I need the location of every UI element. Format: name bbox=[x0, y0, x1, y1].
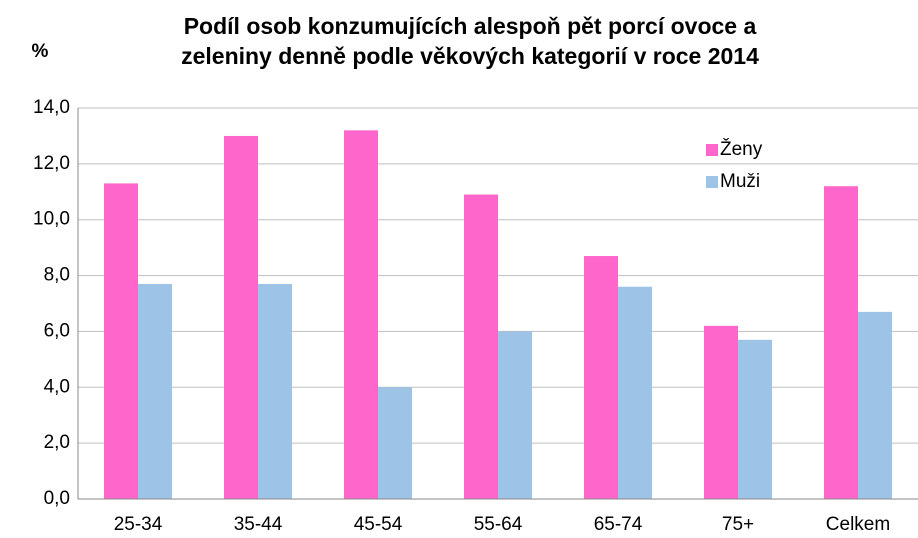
y-tick-label: 0,0 bbox=[44, 488, 70, 509]
x-tick-label: Celkem bbox=[826, 514, 890, 535]
legend-swatch bbox=[706, 176, 718, 188]
bar bbox=[704, 325, 738, 499]
y-tick-label: 4,0 bbox=[44, 376, 70, 397]
bar bbox=[584, 256, 618, 499]
y-tick-label: 6,0 bbox=[44, 320, 70, 341]
bar bbox=[738, 339, 772, 499]
x-tick-label: 65-74 bbox=[594, 514, 643, 535]
y-axis-label: % bbox=[32, 41, 49, 62]
bar bbox=[104, 183, 138, 499]
bar bbox=[858, 311, 892, 499]
y-tick-label: 12,0 bbox=[33, 153, 70, 174]
x-tick-label: 25-34 bbox=[114, 514, 163, 535]
x-tick-label: 55-64 bbox=[474, 514, 523, 535]
y-tick-label: 10,0 bbox=[33, 209, 70, 230]
bar bbox=[344, 130, 378, 500]
x-tick-label: 45-54 bbox=[354, 514, 403, 535]
legend-label: Muži bbox=[720, 171, 760, 192]
legend-label: Ženy bbox=[720, 138, 763, 160]
y-tick-label: 8,0 bbox=[44, 265, 70, 286]
bar bbox=[498, 331, 532, 499]
x-tick-label: 75+ bbox=[722, 514, 754, 535]
bar bbox=[464, 194, 498, 500]
legend-swatch bbox=[706, 144, 718, 156]
chart-title: Podíl osob konzumujících alespoň pět por… bbox=[181, 13, 759, 69]
x-tick-label: 35-44 bbox=[234, 514, 283, 535]
bar bbox=[618, 286, 652, 499]
bar bbox=[258, 283, 292, 499]
y-tick-label: 2,0 bbox=[44, 432, 70, 453]
bar bbox=[824, 186, 858, 499]
bar bbox=[138, 283, 172, 499]
bar bbox=[378, 387, 412, 499]
y-tick-label: 14,0 bbox=[33, 97, 70, 118]
bar bbox=[224, 135, 258, 499]
